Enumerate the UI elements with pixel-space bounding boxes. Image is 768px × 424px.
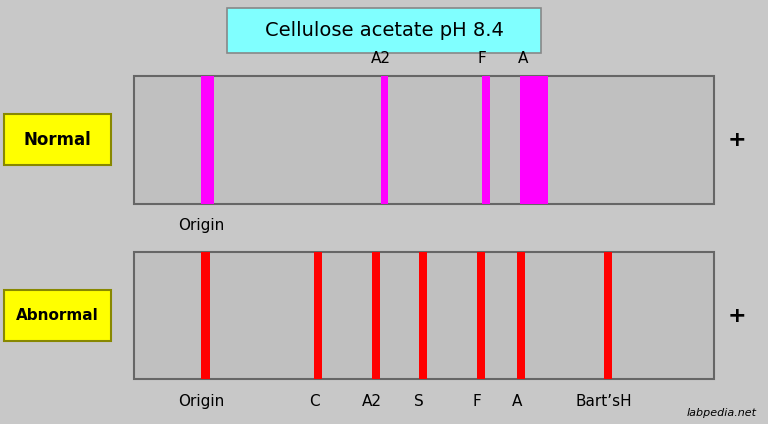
FancyBboxPatch shape	[201, 252, 210, 379]
Text: A2: A2	[362, 394, 382, 409]
Text: −: −	[94, 306, 113, 326]
FancyBboxPatch shape	[517, 252, 525, 379]
FancyBboxPatch shape	[134, 252, 714, 379]
Text: A: A	[512, 394, 522, 409]
FancyBboxPatch shape	[201, 76, 214, 204]
Text: A2: A2	[371, 51, 391, 66]
FancyBboxPatch shape	[314, 252, 323, 379]
FancyBboxPatch shape	[604, 252, 612, 379]
Text: Abnormal: Abnormal	[16, 308, 99, 324]
FancyBboxPatch shape	[381, 76, 389, 204]
Text: A: A	[518, 51, 528, 66]
Text: F: F	[472, 394, 481, 409]
Text: Cellulose acetate pH 8.4: Cellulose acetate pH 8.4	[264, 21, 504, 40]
Text: Bart’sH: Bart’sH	[576, 394, 632, 409]
FancyBboxPatch shape	[520, 76, 548, 204]
FancyBboxPatch shape	[482, 76, 490, 204]
Text: +: +	[728, 130, 746, 150]
Text: C: C	[309, 394, 319, 409]
Text: +: +	[728, 306, 746, 326]
FancyBboxPatch shape	[4, 290, 111, 341]
Text: labpedia.net: labpedia.net	[687, 407, 756, 418]
FancyBboxPatch shape	[419, 252, 427, 379]
Text: F: F	[478, 51, 487, 66]
FancyBboxPatch shape	[134, 76, 714, 204]
Text: Normal: Normal	[24, 131, 91, 149]
Text: Origin: Origin	[178, 394, 224, 409]
Text: Origin: Origin	[178, 218, 224, 233]
FancyBboxPatch shape	[227, 8, 541, 53]
FancyBboxPatch shape	[372, 252, 380, 379]
FancyBboxPatch shape	[476, 252, 485, 379]
FancyBboxPatch shape	[4, 114, 111, 165]
Text: S: S	[414, 394, 423, 409]
Text: −: −	[94, 130, 113, 150]
